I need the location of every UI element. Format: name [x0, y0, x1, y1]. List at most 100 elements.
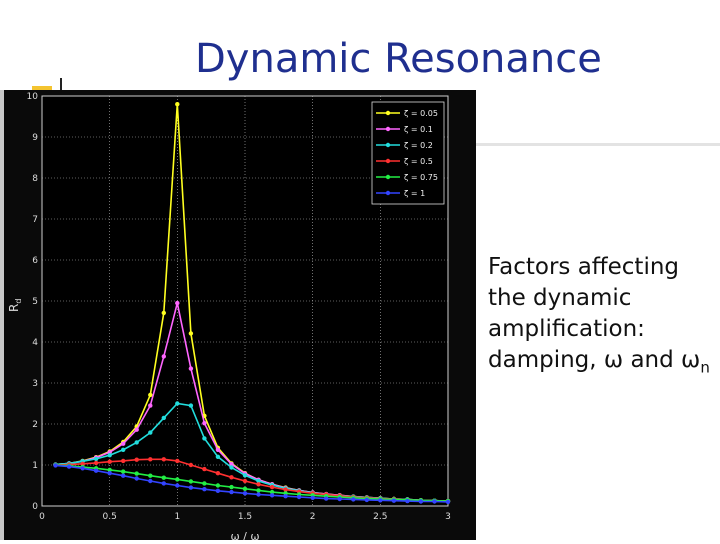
legend-label: ζ = 0.2 — [404, 141, 433, 150]
data-point — [188, 366, 194, 371]
data-point — [107, 453, 112, 458]
data-point — [269, 493, 275, 498]
data-point — [175, 483, 180, 488]
data-point — [134, 476, 139, 481]
data-point — [215, 488, 221, 493]
data-point — [188, 462, 194, 468]
data-point — [242, 486, 248, 491]
data-point — [107, 467, 112, 473]
data-point — [93, 460, 99, 466]
data-point — [202, 466, 207, 472]
data-point — [148, 392, 153, 398]
data-point — [445, 499, 451, 505]
data-point — [175, 300, 180, 306]
data-point — [269, 484, 275, 490]
legend-marker — [385, 110, 391, 116]
data-point — [53, 463, 58, 468]
x-tick-label: 0.5 — [103, 512, 117, 522]
resonance-chart: 0 0.5 1 1.5 2 2.5 3 0 1 2 3 4 5 6 7 8 9 10 Rd ω / ω ζ = 0… — [0, 90, 476, 543]
data-point — [242, 478, 248, 484]
data-point — [405, 498, 410, 504]
data-point — [324, 496, 329, 501]
y-tick-label: 10 — [27, 92, 39, 102]
data-point — [121, 447, 126, 452]
data-point — [229, 475, 234, 480]
series-5 — [53, 463, 451, 505]
data-point — [121, 441, 126, 446]
title-underline-rule — [470, 143, 720, 146]
data-point — [229, 462, 234, 467]
data-point — [93, 456, 99, 462]
data-point — [418, 499, 424, 504]
data-point — [175, 458, 180, 464]
data-point — [80, 461, 85, 466]
y-tick-label: 4 — [32, 338, 38, 348]
data-point — [202, 421, 207, 426]
y-tick-label: 8 — [32, 174, 38, 184]
x-tick-label: 2.5 — [373, 512, 387, 522]
y-tick-label: 1 — [32, 461, 38, 471]
data-point — [161, 481, 166, 486]
legend-marker — [385, 142, 391, 148]
data-point — [148, 478, 153, 484]
slide-title: Dynamic Resonance — [195, 36, 602, 82]
y-tick-label: 2 — [32, 420, 38, 430]
data-point — [256, 482, 261, 487]
legend-marker — [385, 190, 391, 196]
data-point — [215, 483, 221, 488]
data-point — [148, 473, 153, 478]
y-tick-label: 5 — [32, 297, 38, 307]
data-point — [296, 494, 302, 500]
data-point — [188, 403, 194, 408]
data-point — [229, 489, 234, 495]
tick-labels: 0 0.5 1 1.5 2 2.5 3 0 1 2 3 4 5 6 7 8 9 10 — [27, 92, 451, 522]
series-line — [55, 464, 449, 502]
y-tick-label: 6 — [32, 256, 38, 266]
data-point — [93, 468, 99, 473]
data-point — [107, 471, 112, 476]
data-point — [66, 464, 72, 469]
data-point — [134, 427, 139, 432]
data-point — [256, 488, 261, 493]
y-axis-label: Rd — [7, 299, 23, 312]
y-tick-label: 9 — [32, 133, 38, 143]
data-point — [229, 465, 234, 470]
x-tick-label: 1.5 — [238, 512, 252, 522]
data-point — [242, 491, 248, 496]
data-point — [161, 354, 166, 359]
data-point — [134, 471, 139, 476]
y-tick-label: 0 — [32, 502, 38, 512]
data-point — [121, 473, 126, 478]
data-point — [202, 436, 207, 441]
data-point — [391, 498, 397, 503]
data-point — [121, 458, 126, 464]
data-point — [188, 479, 194, 484]
data-point — [188, 331, 194, 336]
y-axis-label-subscript: d — [14, 299, 23, 304]
data-point — [283, 494, 288, 499]
series-lines — [53, 102, 451, 505]
data-point — [134, 457, 139, 462]
data-point — [188, 485, 194, 490]
data-point — [269, 489, 275, 495]
y-tick-label: 3 — [32, 379, 38, 389]
legend-label: ζ = 0.05 — [404, 109, 438, 118]
data-point — [175, 401, 180, 406]
data-point — [175, 102, 180, 107]
data-point — [121, 469, 126, 474]
legend-box — [371, 101, 445, 205]
x-tick-label: 1 — [174, 512, 180, 522]
x-tick-label: 3 — [445, 512, 451, 522]
legend-label: ζ = 0.5 — [404, 157, 433, 166]
title-accent-line — [60, 78, 62, 96]
data-point — [215, 447, 221, 452]
data-point — [161, 475, 166, 480]
legend-label: ζ = 1 — [404, 189, 425, 198]
data-point — [161, 457, 166, 462]
bullet-subscript: n — [700, 358, 710, 377]
x-tick-label: 2 — [310, 512, 316, 522]
y-tick-label: 7 — [32, 215, 38, 225]
data-point — [80, 466, 85, 471]
data-point — [256, 492, 261, 497]
series-line — [55, 464, 449, 503]
